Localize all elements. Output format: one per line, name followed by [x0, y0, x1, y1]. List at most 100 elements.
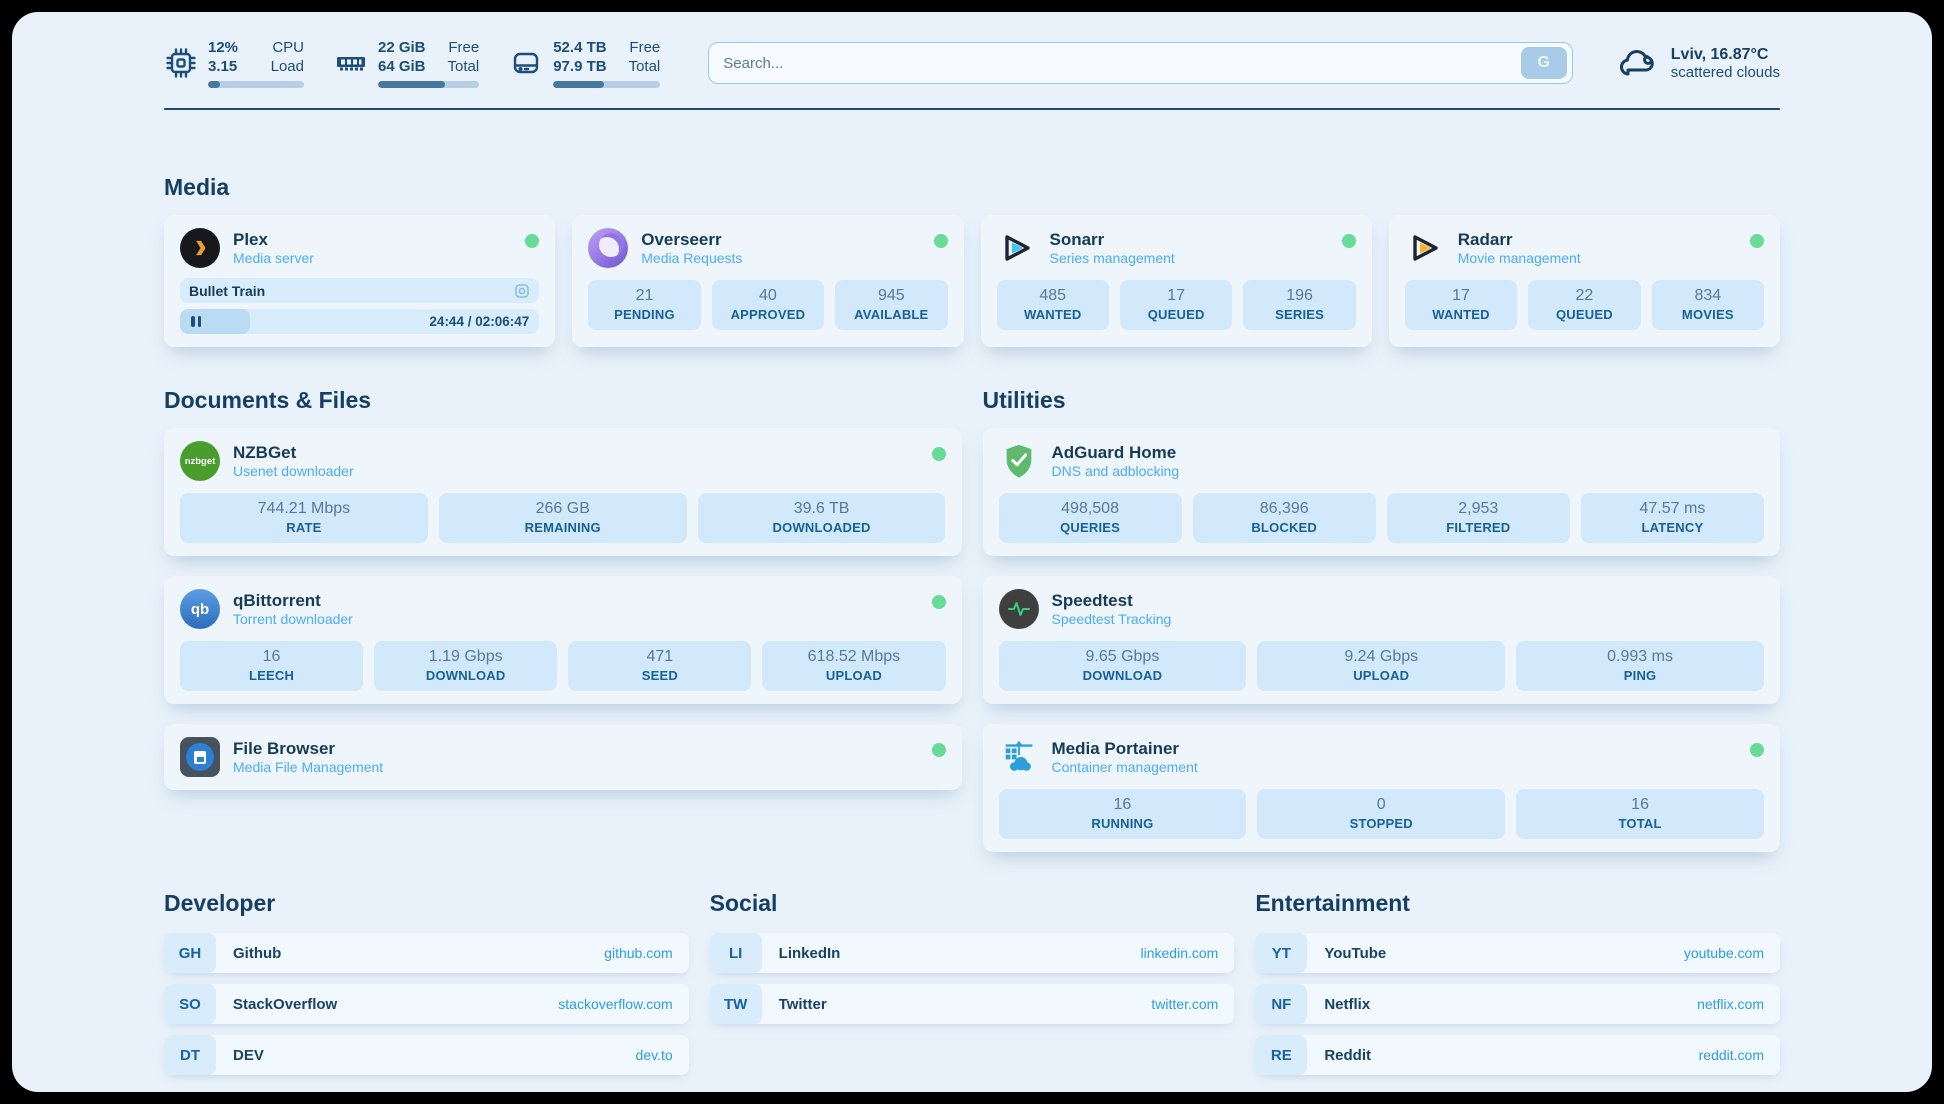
- now-playing-row: Bullet Train: [180, 278, 540, 303]
- sonarr-card[interactable]: Sonarr Series management 485 WANTED 17 QUE…: [980, 215, 1372, 347]
- google-search-button[interactable]: G: [1520, 47, 1567, 79]
- stat-upload: 618.52 Mbps UPLOAD: [762, 641, 946, 691]
- ram-metric: 22 GiB Free 64 GiB Total: [334, 38, 480, 88]
- cloud-icon: [1619, 49, 1654, 76]
- disk-free-label: Free: [629, 39, 661, 56]
- stat-upload: 9.24 Gbps UPLOAD: [1257, 641, 1506, 691]
- disk-total: 97.9 TB: [553, 58, 607, 75]
- stat-pending: 21 PENDING: [588, 280, 701, 330]
- stat-download: 1.19 Gbps DOWNLOAD: [374, 641, 558, 691]
- app-title: AdGuard Home: [1051, 442, 1177, 462]
- app-subtitle: Usenet downloader: [233, 462, 354, 479]
- stat-wanted: 17 WANTED: [1404, 280, 1518, 330]
- top-bar: 12% CPU 3.15 Load: [164, 38, 1780, 88]
- cpu-percent: 12%: [208, 39, 239, 56]
- stat-latency: 47.57 ms LATENCY: [1580, 493, 1764, 543]
- nzbget-card[interactable]: nzbget NZBGet Usenet downloader 744.21 M…: [164, 428, 962, 556]
- twitter-abbr-icon: TW: [709, 984, 762, 1024]
- cpu-label: CPU: [272, 39, 304, 56]
- plex-card[interactable]: Plex Media server Bullet Train 24:44 / 0…: [164, 215, 556, 347]
- stat-queued: 17 QUEUED: [1119, 280, 1233, 330]
- stat-ping: 0.993 ms PING: [1516, 641, 1764, 691]
- status-online-dot: [525, 234, 540, 248]
- ram-free: 22 GiB: [378, 39, 426, 56]
- header-divider: [164, 108, 1780, 110]
- status-online-dot: [931, 743, 946, 757]
- cpu-load: 3.15: [208, 58, 238, 75]
- app-subtitle: Media File Management: [233, 758, 384, 775]
- linkedin-abbr-icon: LI: [709, 933, 762, 973]
- cpu-progress-bar: [208, 81, 304, 88]
- bookmark-twitter[interactable]: TW Twitter twitter.com: [709, 984, 1235, 1024]
- pause-icon: [191, 316, 201, 327]
- search-input[interactable]: [709, 54, 1521, 72]
- stat-movies: 834 MOVIES: [1651, 280, 1765, 330]
- stat-seed: 471 SEED: [568, 641, 752, 691]
- portainer-icon: [999, 737, 1039, 777]
- disk-progress-bar: [553, 81, 661, 88]
- overseerr-icon: [588, 228, 629, 268]
- adguard-card[interactable]: AdGuard Home DNS and adblocking 498,508 Q…: [982, 428, 1780, 556]
- nzbget-icon-text: nzbget: [184, 455, 216, 467]
- netflix-abbr-icon: NF: [1255, 984, 1308, 1024]
- dev-abbr-icon: DT: [164, 1035, 216, 1075]
- camera-icon: [515, 283, 530, 298]
- stat-rate: 744.21 Mbps RATE: [180, 493, 428, 543]
- weather-location-temp: Lviv, 16.87°C: [1670, 45, 1769, 63]
- status-online-dot: [1750, 234, 1764, 248]
- app-subtitle: DNS and adblocking: [1051, 462, 1180, 479]
- radarr-icon: [1405, 228, 1445, 268]
- overseerr-card[interactable]: Overseerr Media Requests 21 PENDING 40 APP…: [572, 215, 964, 347]
- qbittorrent-icon: qb: [180, 589, 220, 629]
- app-subtitle: Media Requests: [641, 249, 743, 266]
- speedtest-card[interactable]: Speedtest Speedtest Tracking 9.65 Gbps DO…: [982, 576, 1780, 704]
- bookmark-dev[interactable]: DT DEV dev.to: [164, 1035, 689, 1075]
- documents-column: Documents & Files nzbget NZBGet Usenet d…: [164, 387, 962, 790]
- filebrowser-card[interactable]: File Browser Media File Management: [164, 724, 962, 790]
- qbittorrent-card[interactable]: qb qBittorrent Torrent downloader 16 LEEC…: [164, 576, 962, 704]
- portainer-card[interactable]: Media Portainer Container management 16 R…: [982, 724, 1780, 852]
- filebrowser-icon: [180, 737, 220, 777]
- stat-stopped: 0 STOPPED: [1257, 789, 1506, 839]
- social-section: Social LI LinkedIn linkedin.com TW Twitt…: [709, 890, 1235, 1086]
- utilities-column: Utilities AdGuard Home: [982, 387, 1780, 852]
- disk-icon: [514, 52, 539, 74]
- app-title: Speedtest: [1051, 590, 1133, 610]
- ram-progress-bar: [378, 81, 480, 88]
- stat-queued: 22 QUEUED: [1528, 280, 1641, 330]
- nzbget-icon: nzbget: [180, 441, 220, 481]
- bookmarks-grid: Developer GH Github github.com SO StackO…: [164, 890, 1780, 1086]
- bookmark-github[interactable]: GH Github github.com: [164, 933, 689, 973]
- app-subtitle: Series management: [1049, 249, 1175, 266]
- playback-time: 24:44 / 02:06:47: [429, 314, 530, 329]
- section-title-utilities: Utilities: [982, 387, 1066, 413]
- bookmark-stackoverflow[interactable]: SO StackOverflow stackoverflow.com: [164, 984, 689, 1024]
- bookmark-netflix[interactable]: NF Netflix netflix.com: [1255, 984, 1780, 1024]
- app-title: Overseerr: [641, 229, 722, 249]
- ram-total: 64 GiB: [378, 58, 426, 75]
- stat-queries: 498,508 QUERIES: [998, 493, 1182, 543]
- app-subtitle: Media server: [233, 249, 314, 266]
- weather-condition: scattered clouds: [1670, 63, 1780, 81]
- search-bar[interactable]: G: [708, 42, 1573, 84]
- bookmark-linkedin[interactable]: LI LinkedIn linkedin.com: [709, 933, 1235, 973]
- ram-total-label: Total: [447, 58, 480, 75]
- stat-total: 16 TOTAL: [1516, 789, 1764, 839]
- bookmark-reddit[interactable]: RE Reddit reddit.com: [1255, 1035, 1780, 1075]
- app-title: File Browser: [233, 738, 336, 758]
- reddit-abbr-icon: RE: [1255, 1035, 1308, 1075]
- cpu-metric: 12% CPU 3.15 Load: [164, 38, 304, 88]
- stat-approved: 40 APPROVED: [711, 280, 825, 330]
- speedtest-icon: [998, 589, 1039, 629]
- stat-available: 945 AVAILABLE: [835, 280, 948, 330]
- cpu-icon: [166, 48, 196, 78]
- section-title-media: Media: [164, 174, 230, 200]
- stat-leech: 16 LEECH: [180, 641, 364, 691]
- playback-progress[interactable]: 24:44 / 02:06:47: [180, 309, 540, 334]
- app-subtitle: Torrent downloader: [233, 610, 353, 627]
- system-metrics: 12% CPU 3.15 Load: [164, 38, 661, 88]
- weather-widget[interactable]: Lviv, 16.87°C scattered clouds: [1615, 43, 1780, 83]
- middle-grid: Documents & Files nzbget NZBGet Usenet d…: [164, 387, 1780, 852]
- bookmark-youtube[interactable]: YT YouTube youtube.com: [1255, 933, 1780, 973]
- radarr-card[interactable]: Radarr Movie management 17 WANTED 22 QUEUE…: [1388, 215, 1780, 347]
